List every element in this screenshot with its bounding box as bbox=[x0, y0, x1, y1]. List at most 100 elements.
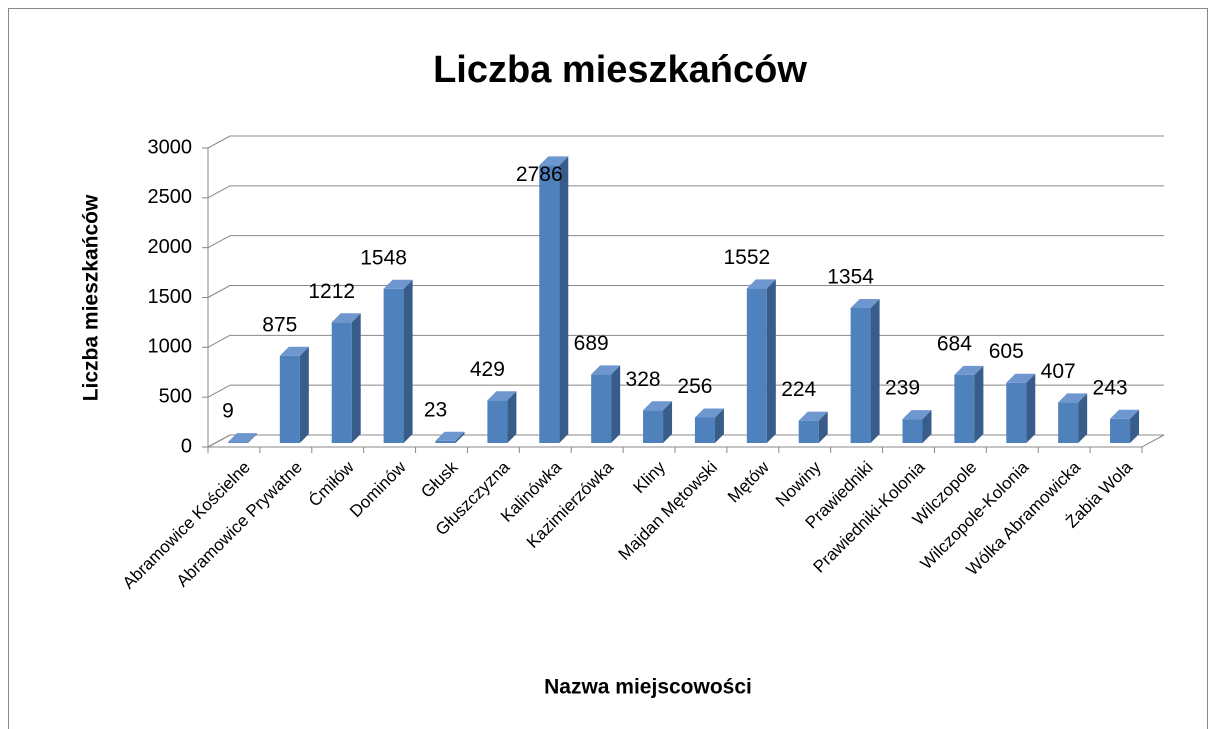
data-label: 429 bbox=[470, 358, 505, 381]
bar bbox=[1006, 373, 1036, 443]
data-label: 1548 bbox=[360, 246, 407, 269]
data-label: 605 bbox=[989, 340, 1024, 363]
grid-line bbox=[207, 185, 231, 199]
grid-line bbox=[207, 135, 231, 149]
bar-face bbox=[487, 400, 508, 443]
bar bbox=[227, 433, 257, 443]
bar-face bbox=[798, 420, 819, 443]
bar bbox=[746, 279, 776, 443]
bar-face bbox=[954, 374, 975, 443]
bar-face bbox=[507, 391, 517, 443]
bar bbox=[279, 346, 309, 443]
x-tick-label: Głusk bbox=[417, 457, 462, 502]
bar bbox=[850, 299, 880, 443]
bar-face bbox=[331, 322, 352, 443]
bar-face bbox=[643, 410, 664, 443]
data-label: 224 bbox=[781, 378, 816, 401]
bar-face bbox=[279, 346, 309, 356]
bar-face bbox=[559, 156, 569, 443]
x-tick-label: Mętów bbox=[724, 457, 773, 506]
bar-face bbox=[403, 279, 413, 443]
bar-face bbox=[663, 401, 673, 443]
bar bbox=[539, 156, 569, 443]
bar-face bbox=[922, 410, 932, 443]
bar bbox=[694, 408, 724, 443]
bar-face bbox=[383, 279, 413, 289]
grid-line bbox=[207, 334, 231, 348]
bar-face bbox=[455, 431, 465, 443]
bar-face bbox=[870, 299, 880, 443]
bar bbox=[383, 279, 413, 443]
y-tick-label: 0 bbox=[181, 435, 192, 457]
data-label: 256 bbox=[677, 375, 712, 398]
bar-face bbox=[766, 279, 776, 443]
x-axis-title: Nazwa miejscowości bbox=[544, 676, 752, 699]
data-label: 243 bbox=[1093, 376, 1128, 399]
y-tick-label: 1500 bbox=[148, 286, 193, 308]
data-label: 684 bbox=[937, 332, 972, 355]
bar-face bbox=[1110, 418, 1131, 443]
bar-face bbox=[227, 433, 257, 443]
bar-face bbox=[1058, 393, 1088, 403]
bar bbox=[487, 391, 517, 443]
data-label: 1552 bbox=[723, 246, 770, 269]
grid-line bbox=[207, 235, 231, 249]
bar-face bbox=[850, 299, 880, 309]
bar-face bbox=[539, 156, 569, 166]
bar-face bbox=[1110, 409, 1140, 419]
bar-face bbox=[227, 442, 248, 443]
bar-face bbox=[694, 417, 715, 443]
x-tick-label: Dominów bbox=[346, 457, 410, 521]
bar bbox=[954, 365, 984, 443]
data-label: 407 bbox=[1041, 360, 1076, 383]
x-tick-label: Kliny bbox=[630, 457, 670, 497]
bar-face bbox=[902, 410, 932, 420]
bar-face bbox=[435, 431, 465, 441]
chart-frame bbox=[8, 8, 1208, 729]
bar-face bbox=[351, 313, 361, 443]
bar-face bbox=[279, 355, 300, 443]
bar-face bbox=[383, 288, 404, 443]
x-tick-label: Majdan Mętowski bbox=[615, 458, 721, 564]
bar bbox=[331, 313, 361, 443]
bar-face bbox=[1006, 373, 1036, 383]
bar-face bbox=[331, 313, 361, 323]
y-tick-label: 500 bbox=[159, 385, 192, 407]
bar-face bbox=[1058, 402, 1079, 443]
y-axis-title: Liczba mieszkańców bbox=[80, 194, 103, 401]
bar-face bbox=[1130, 409, 1140, 443]
y-tick-label: 2500 bbox=[148, 186, 193, 208]
data-label: 875 bbox=[262, 313, 297, 336]
bar-face bbox=[1006, 382, 1027, 443]
bar-face bbox=[818, 411, 828, 443]
bar-face bbox=[850, 308, 871, 443]
bar-face bbox=[746, 279, 776, 289]
bar-face bbox=[1078, 393, 1088, 443]
data-label: 239 bbox=[885, 377, 920, 400]
y-tick-label: 3000 bbox=[148, 136, 193, 158]
bar bbox=[435, 431, 465, 443]
data-label: 1212 bbox=[308, 280, 355, 303]
bar bbox=[1110, 409, 1140, 443]
data-label: 689 bbox=[574, 332, 609, 355]
bar bbox=[643, 401, 673, 443]
bar bbox=[902, 410, 932, 443]
bar-face bbox=[954, 365, 984, 375]
bar-face bbox=[902, 419, 923, 443]
y-tick-label: 2000 bbox=[148, 236, 193, 258]
bar-face bbox=[611, 365, 621, 443]
bar-face bbox=[694, 408, 724, 418]
bar-face bbox=[643, 401, 673, 411]
bar-face bbox=[974, 365, 984, 443]
bar-face bbox=[591, 374, 612, 443]
bar bbox=[798, 411, 828, 443]
data-label: 23 bbox=[424, 398, 447, 421]
data-label: 1354 bbox=[827, 266, 874, 289]
bar bbox=[1058, 393, 1088, 443]
data-label: 2786 bbox=[516, 163, 563, 186]
bar-face bbox=[798, 411, 828, 421]
bar-face bbox=[539, 165, 560, 443]
bar-face bbox=[299, 346, 309, 443]
data-label: 328 bbox=[626, 368, 661, 391]
